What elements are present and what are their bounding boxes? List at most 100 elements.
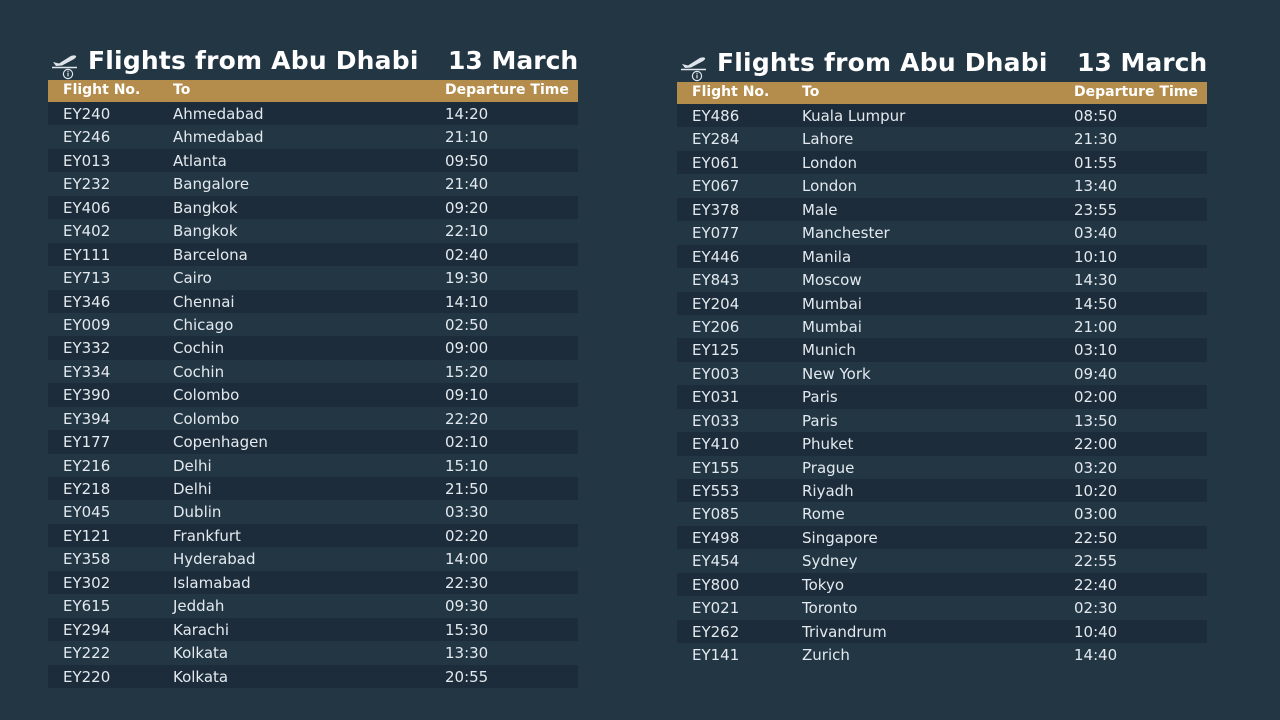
destination: Mumbai <box>802 294 862 313</box>
flight-rows: EY486 Kuala Lumpur 08:50 EY284 Lahore 21:30 EY… <box>677 104 1207 667</box>
flight-number: EY394 <box>63 409 111 428</box>
destination: Manchester <box>802 224 890 243</box>
departure-time: 13:40 <box>1074 177 1118 196</box>
flight-row: EY232 Bangalore 21:40 <box>48 172 578 196</box>
departure-time: 22:50 <box>1074 528 1118 547</box>
flight-number: EY013 <box>63 151 111 170</box>
flight-number: EY206 <box>692 317 740 336</box>
flight-number: EY446 <box>692 247 740 266</box>
flight-row: EY406 Bangkok 09:20 <box>48 195 578 220</box>
flight-row: EY111 Barcelona 02:40 <box>48 242 578 267</box>
flight-row: EY454 Sydney 22:55 <box>677 549 1207 573</box>
destination: Chicago <box>173 315 234 334</box>
flight-row: EY402 Bangkok 22:10 <box>48 219 578 243</box>
destination: New York <box>802 364 871 383</box>
destination: London <box>802 153 857 172</box>
flight-row: EY013 Atlanta 09:50 <box>48 148 578 173</box>
destination: Atlanta <box>173 151 227 170</box>
flight-number: EY220 <box>63 667 111 686</box>
flight-row: EY498 Singapore 22:50 <box>677 525 1207 550</box>
flight-number: EY843 <box>692 271 740 290</box>
departures-board-left: Flights from Abu Dhabi 13 March Flight N… <box>48 46 578 688</box>
destination: Manila <box>802 247 852 266</box>
column-header-bar: Flight No. To Departure Time <box>677 82 1207 104</box>
flight-row: EY220 Kolkata 20:55 <box>48 664 578 688</box>
flight-rows: EY240 Ahmedabad 14:20 EY246 Ahmedabad 21:10 EY… <box>48 102 578 688</box>
column-header-departure-time: Departure Time <box>445 82 569 98</box>
flight-row: EY294 Karachi 15:30 <box>48 617 578 642</box>
departure-time: 10:40 <box>1074 622 1118 641</box>
flight-row: EY177 Copenhagen 02:10 <box>48 430 578 454</box>
flight-row: EY246 Ahmedabad 21:10 <box>48 125 578 149</box>
column-header-flight-no: Flight No. <box>692 84 770 100</box>
flight-row: EY713 Cairo 19:30 <box>48 266 578 290</box>
destination: Copenhagen <box>173 433 268 452</box>
flight-number: EY045 <box>63 503 111 522</box>
flight-number: EY294 <box>63 620 111 639</box>
departure-time: 15:20 <box>445 362 489 381</box>
departure-time: 02:30 <box>1074 599 1118 618</box>
flight-row: EY021 Toronto 02:30 <box>677 596 1207 620</box>
departure-time: 03:00 <box>1074 505 1118 524</box>
destination: Riyadh <box>802 482 854 500</box>
column-header-to: To <box>173 82 191 98</box>
flight-row: EY141 Zurich 14:40 <box>677 643 1207 667</box>
destination: Ahmedabad <box>173 105 264 123</box>
destination: Prague <box>802 458 855 477</box>
flight-number: EY222 <box>63 644 111 663</box>
flight-number: EY033 <box>692 411 740 430</box>
flight-row: EY332 Cochin 09:00 <box>48 336 578 360</box>
destination: Jeddah <box>173 597 225 616</box>
flight-number: EY141 <box>692 646 740 665</box>
destination: Moscow <box>802 271 862 290</box>
departure-time: 02:10 <box>445 433 489 452</box>
destination: Trivandrum <box>802 622 887 641</box>
board-header: Flights from Abu Dhabi 13 March <box>677 48 1207 82</box>
departure-time: 19:30 <box>445 269 489 288</box>
flight-row: EY302 Islamabad 22:30 <box>48 570 578 595</box>
flight-row: EY045 Dublin 03:30 <box>48 500 578 524</box>
departure-time: 10:10 <box>1074 247 1118 266</box>
destination: Kolkata <box>173 667 229 686</box>
destination: Paris <box>802 411 838 430</box>
destination: Rome <box>802 505 845 524</box>
departure-time: 23:55 <box>1074 200 1118 219</box>
departure-time: 21:00 <box>1074 317 1118 336</box>
flight-number: EY454 <box>692 552 740 571</box>
flight-number: EY111 <box>63 245 111 264</box>
departure-time: 21:40 <box>445 175 489 194</box>
destination: Munich <box>802 341 856 360</box>
flight-row: EY085 Rome 03:00 <box>677 502 1207 526</box>
column-header-flight-no: Flight No. <box>63 82 141 98</box>
column-header-to: To <box>802 84 820 100</box>
flight-row: EY358 Hyderabad 14:00 <box>48 547 578 571</box>
destination: Barcelona <box>173 245 248 264</box>
departure-time: 22:55 <box>1074 552 1118 571</box>
destination: Mumbai <box>802 317 862 336</box>
departure-time: 22:00 <box>1074 435 1118 454</box>
flight-row: EY486 Kuala Lumpur 08:50 <box>677 104 1207 128</box>
flight-number: EY155 <box>692 458 740 477</box>
flight-row: EY155 Prague 03:20 <box>677 455 1207 479</box>
flight-row: EY222 Kolkata 13:30 <box>48 641 578 665</box>
flight-number: EY402 <box>63 222 111 241</box>
departures-board-right: Flights from Abu Dhabi 13 March Flight N… <box>677 48 1207 667</box>
flight-number: EY216 <box>63 456 111 475</box>
flight-row: EY284 Lahore 21:30 <box>677 127 1207 151</box>
flight-row: EY077 Manchester 03:40 <box>677 221 1207 245</box>
departure-time: 14:00 <box>445 550 489 569</box>
flight-number: EY240 <box>63 105 111 123</box>
flight-row: EY031 Paris 02:00 <box>677 385 1207 409</box>
departure-time: 03:10 <box>1074 341 1118 360</box>
flight-row: EY553 Riyadh 10:20 <box>677 479 1207 503</box>
plane-takeoff-info-icon <box>681 57 706 82</box>
flight-number: EY800 <box>692 575 740 594</box>
destination: Bangalore <box>173 175 250 194</box>
flight-number: EY067 <box>692 177 740 196</box>
departure-time: 03:20 <box>1074 458 1118 477</box>
departure-time: 03:40 <box>1074 224 1118 243</box>
column-header-departure-time: Departure Time <box>1074 84 1198 100</box>
flight-row: EY061 London 01:55 <box>677 150 1207 175</box>
departure-time: 09:10 <box>445 386 489 405</box>
flight-number: EY003 <box>692 364 740 383</box>
